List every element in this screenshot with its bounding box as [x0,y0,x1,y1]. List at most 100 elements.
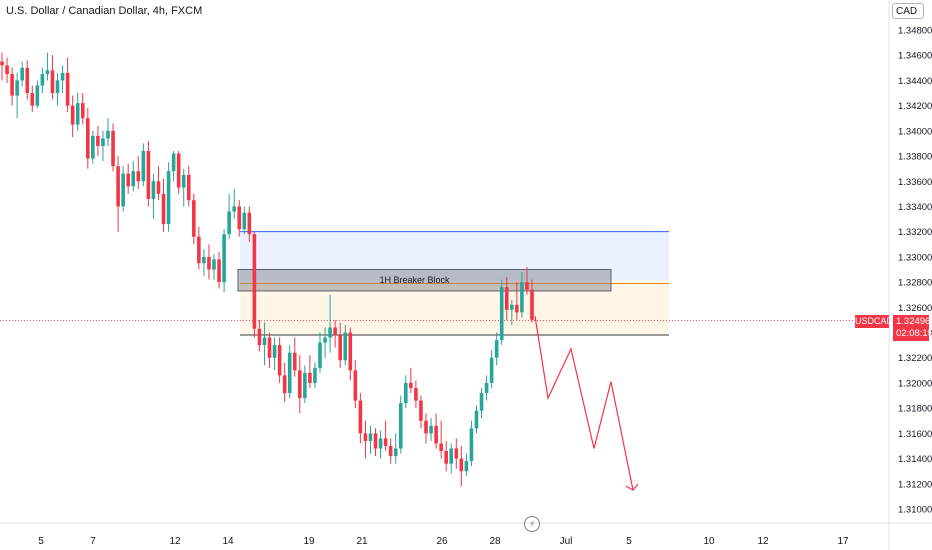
candle-body [96,135,100,146]
candle-body [494,340,499,358]
candle-body [525,282,529,290]
candle-body [277,345,282,376]
x-tick-label: 7 [90,536,96,547]
candle-body [116,166,120,207]
candle-body [35,85,40,106]
y-tick-label: 1.33400 [898,202,932,213]
candle-body [520,282,524,313]
candle-body [45,70,50,75]
candle-body [333,327,337,336]
candle-body [151,181,156,199]
candle-body [479,393,484,411]
candle-body [343,332,348,361]
candle-body [530,289,534,320]
candle-body [504,287,509,310]
blue-zone [240,231,669,281]
breaker-block [237,269,612,292]
candle-body [70,105,75,125]
y-tick-label: 1.33000 [898,252,932,263]
candle-body [0,61,4,66]
candle-body [171,153,176,172]
candle-body [398,403,403,449]
candle-body [444,451,448,464]
x-tick-label: 14 [222,536,234,547]
candle-body [449,448,454,464]
candle-body [419,400,423,421]
forecast-arrowhead [625,483,639,491]
candle-body [40,74,45,86]
candle-body [121,173,125,207]
candle-body [404,382,408,404]
countdown: 02:08:15 [896,328,932,339]
candle-body [328,327,332,338]
breaker-block-label: 1H Breaker Block [379,275,450,285]
y-tick-label: 1.33200 [898,227,932,238]
y-tick-label: 1.32800 [898,278,932,289]
x-tick-label: 5 [626,536,632,547]
candle-body [439,443,443,452]
x-tick-label: 21 [356,536,368,547]
candle-body [101,138,105,146]
candle-body [318,342,322,368]
candle-body [272,345,277,358]
x-tick-label: 12 [757,536,769,547]
candle-body [474,410,479,429]
candle-body [242,212,247,230]
candle-body [186,174,191,201]
forecast-path [534,316,634,491]
candle-body [80,103,85,119]
y-tick-label: 1.32000 [898,378,932,389]
candle-body [247,212,252,235]
bolt-icon[interactable]: ⚡ [524,516,540,532]
y-tick-label: 1.34800 [898,26,932,37]
candle-body [429,425,433,434]
candle-body [459,458,464,472]
candle-body [373,433,378,449]
candle-body [227,211,231,235]
candle-body [388,445,393,457]
candle-body [106,130,110,139]
candle-body [60,72,65,81]
candle-body [510,304,514,310]
candle-body [222,234,226,283]
candle-body [338,335,342,361]
candle-body [262,337,267,346]
candle-body [202,256,206,264]
x-tick-label: 5 [38,536,44,547]
x-tick-label: Jul [560,536,573,547]
candle-body [383,438,388,446]
candle-body [55,80,60,94]
candle-body [217,259,221,283]
candle-body [156,181,161,194]
candle-body [368,433,373,441]
candle-body [409,382,413,388]
candle-body [25,67,30,94]
currency-selector[interactable]: CAD [892,3,924,19]
candle-body [161,193,166,225]
candle-body [197,236,201,264]
candle-body [212,259,216,270]
candle-body [303,372,307,399]
candle-body [393,448,398,457]
x-tick-label: 17 [837,536,849,547]
candle-body [499,287,504,341]
candle-body [65,72,70,106]
y-tick-label: 1.33600 [898,177,932,188]
candle-body [454,448,459,459]
y-tick-label: 1.31400 [898,454,932,465]
candle-body [20,67,24,81]
candle-body [414,387,418,401]
x-tick-label: 10 [703,536,715,547]
y-tick-label: 1.34600 [898,51,932,62]
y-tick-label: 1.31200 [898,479,932,490]
candle-body [257,328,262,346]
y-tick-label: 1.31000 [898,505,932,516]
y-tick-label: 1.33800 [898,152,932,163]
candle-body [363,433,368,441]
candle-body [298,370,302,399]
y-tick-label: 1.31800 [898,404,932,415]
candle-body [5,65,9,75]
candle-body [287,352,292,394]
candle-body [323,337,327,343]
